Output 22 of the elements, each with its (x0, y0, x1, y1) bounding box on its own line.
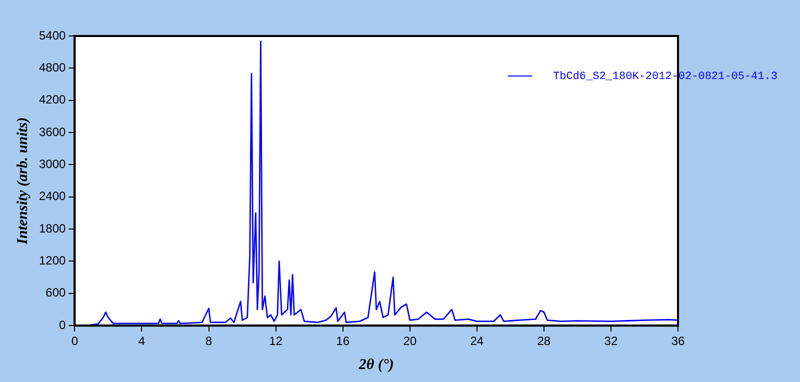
x-tick-label: 4 (138, 334, 146, 348)
y-tick-label: 1800 (38, 221, 66, 236)
y-tick-label: 3000 (38, 157, 66, 172)
x-tick-label: 12 (269, 334, 283, 348)
y-axis-title: Intensity (arb. units) (14, 117, 31, 246)
y-tick-label: 4800 (38, 60, 66, 74)
x-tick-label: 8 (205, 334, 212, 348)
x-tick-label: 36 (671, 334, 685, 348)
x-tick-label: 0 (71, 334, 78, 348)
x-axis-title: 2θ (°) (358, 356, 394, 373)
y-tick-label: 600 (46, 286, 66, 300)
x-tick-label: 20 (403, 334, 417, 348)
y-tick-label: 3600 (38, 124, 66, 139)
y-tick-label: 2400 (38, 189, 66, 204)
x-tick-label: 16 (336, 334, 350, 348)
y-tick-label: 0 (59, 318, 66, 332)
y-tick-label: 4200 (38, 92, 66, 107)
y-tick-label: 5400 (38, 28, 66, 42)
x-tick-label: 24 (470, 334, 484, 348)
x-tick-label: 32 (604, 334, 618, 348)
y-tick-label: 1200 (38, 254, 66, 268)
x-tick-label: 28 (537, 334, 551, 348)
